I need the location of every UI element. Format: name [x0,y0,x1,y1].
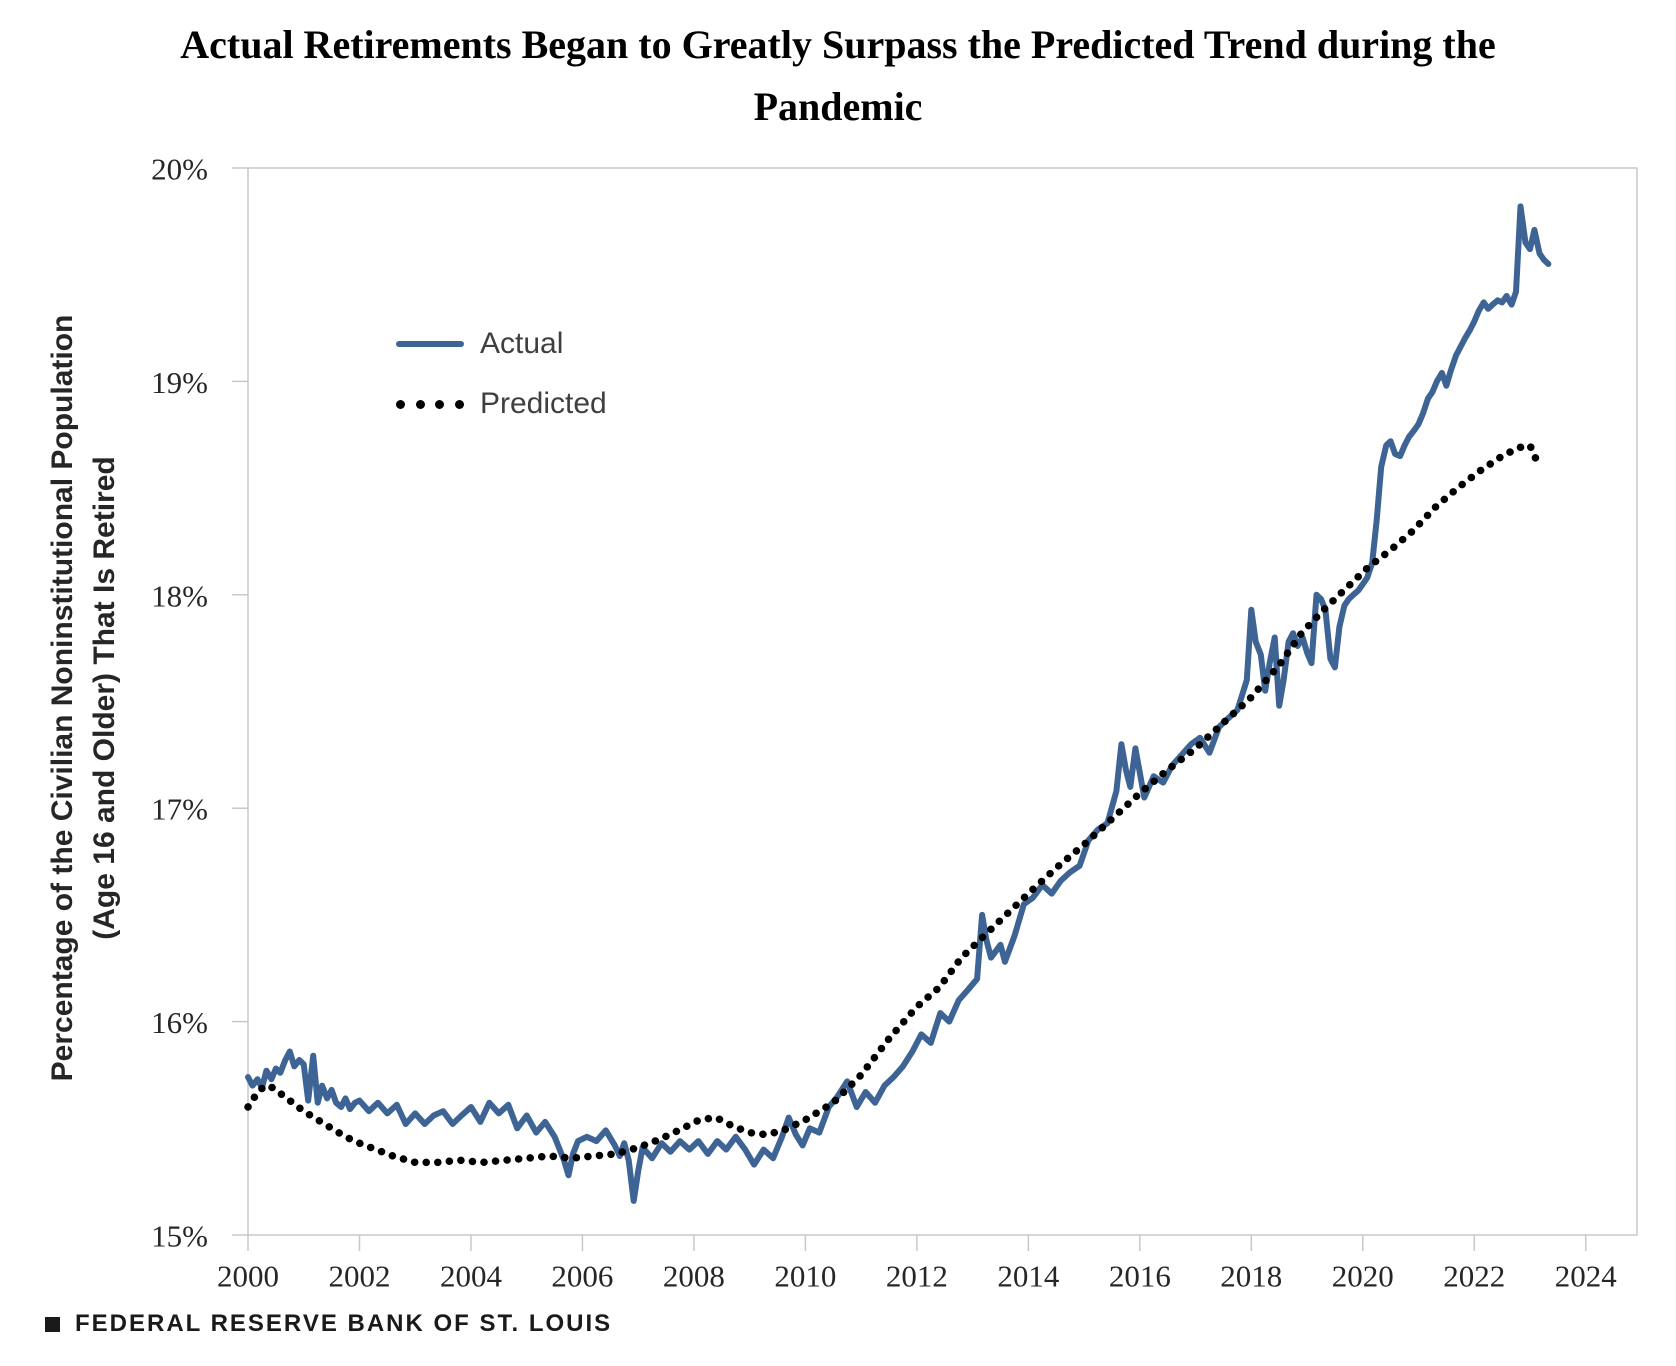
x-tick-label: 2016 [1109,1259,1171,1294]
chart-legend: Actual Predicted [396,322,607,442]
predicted-dots-swatch-icon [396,399,464,409]
legend-label-predicted: Predicted [480,387,607,420]
y-tick-label: 15% [151,1219,208,1254]
x-tick-label: 2002 [328,1259,390,1294]
y-tick-label: 18% [151,578,208,613]
y-tick-label: 20% [151,152,208,187]
y-tick-label: 17% [151,792,208,827]
source-attribution: FEDERAL RESERVE BANK OF ST. LOUIS [45,1310,612,1338]
legend-label-actual: Actual [480,327,564,360]
x-tick-label: 2000 [217,1259,279,1294]
actual-line-swatch-icon [396,341,464,347]
chart-title-line-1: Actual Retirements Began to Greatly Surp… [180,22,1496,67]
x-tick-label: 2022 [1443,1259,1505,1294]
x-tick-label: 2024 [1555,1259,1618,1294]
x-tick-label: 2004 [440,1259,503,1294]
source-label: FEDERAL RESERVE BANK OF ST. LOUIS [75,1310,613,1337]
legend-item-actual: Actual [396,322,607,366]
chart-title: Actual Retirements Began to Greatly Surp… [28,14,1648,138]
x-tick-label: 2006 [551,1259,613,1294]
y-tick-label: 16% [151,1005,208,1040]
y-tick-label: 19% [151,365,208,400]
x-tick-label: 2012 [886,1259,948,1294]
plot-border [247,167,1638,1236]
x-tick-label: 2014 [997,1259,1060,1294]
x-tick-label: 2018 [1220,1259,1282,1294]
legend-item-predicted: Predicted [396,382,607,426]
x-tick-label: 2008 [663,1259,725,1294]
predicted-dotted-series [244,441,1540,1167]
x-tick-label: 2010 [774,1259,836,1294]
actual-line-series [245,203,1552,1204]
x-tick-label: 2020 [1332,1259,1394,1294]
stlouis-fed-square-icon [45,1316,60,1332]
chart-title-line-2: Pandemic [753,84,923,129]
